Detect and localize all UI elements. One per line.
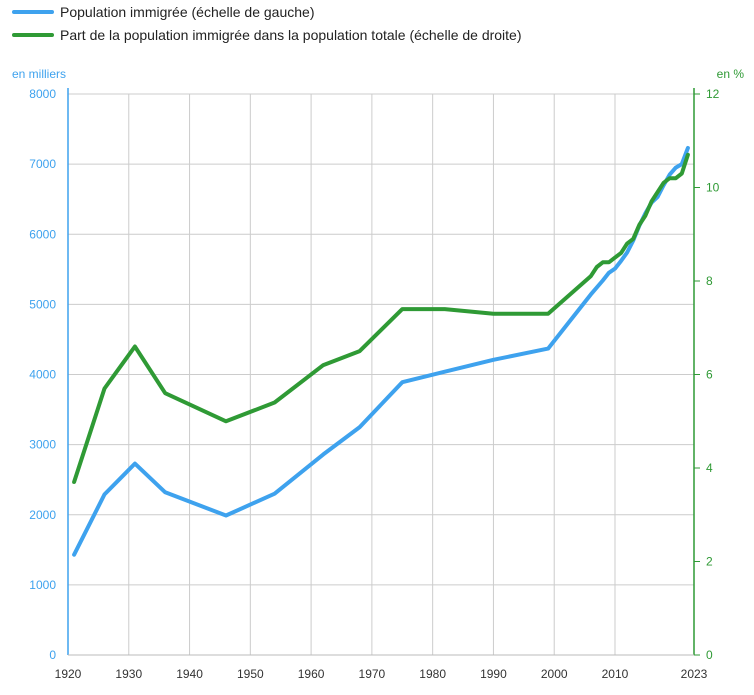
grid-layer — [67, 93, 695, 656]
y-right-tick-label: 8 — [706, 274, 713, 288]
x-tick-label: 1970 — [359, 667, 386, 681]
legend-label-right-series: Part de la population immigrée dans la p… — [60, 27, 522, 43]
y-left-tick-label: 3000 — [29, 438, 56, 452]
y-left-tick-label: 1000 — [29, 578, 56, 592]
y-axis-right-title: en % — [717, 67, 745, 81]
x-tick-label: 1930 — [115, 667, 142, 681]
legend: Population immigrée (échelle de gauche) … — [12, 4, 522, 43]
x-tick-label: 2000 — [541, 667, 568, 681]
y-right-tick-label: 10 — [706, 181, 720, 195]
legend-entry-left[interactable]: Population immigrée (échelle de gauche) — [12, 4, 314, 20]
y-left-tick-label: 6000 — [29, 227, 56, 241]
x-tick-label: 1990 — [480, 667, 507, 681]
y-left-tick-label: 2000 — [29, 508, 56, 522]
x-tick-label: 1960 — [298, 667, 325, 681]
y-right-tick-label: 6 — [706, 368, 713, 382]
legend-entry-right[interactable]: Part de la population immigrée dans la p… — [12, 27, 522, 43]
x-tick-label: 1980 — [419, 667, 446, 681]
series-line-left — [72, 146, 690, 557]
x-tick-label: 2010 — [602, 667, 629, 681]
y-left-tick-label: 0 — [49, 648, 56, 662]
series-layer — [72, 146, 690, 557]
series-line-right — [72, 152, 690, 484]
y-left-tick-label: 4000 — [29, 368, 56, 382]
y-right-tick-label: 0 — [706, 648, 713, 662]
x-tick-label: 1920 — [55, 667, 82, 681]
x-tick-label: 2023 — [681, 667, 708, 681]
x-tick-label: 1950 — [237, 667, 264, 681]
y-right-tick-label: 12 — [706, 87, 720, 101]
y-left-tick-label: 5000 — [29, 297, 56, 311]
axes-layer: 0 1000 2000 3000 4000 5000 6000 7000 8000 1920 193… — [29, 87, 719, 681]
y-axis-left-title: en milliers — [12, 67, 66, 81]
x-tick-label: 1940 — [176, 667, 203, 681]
y-right-tick-label: 2 — [706, 555, 713, 569]
legend-label-left-series: Population immigrée (échelle de gauche) — [60, 4, 314, 20]
y-left-tick-label: 8000 — [29, 87, 56, 101]
y-left-tick-label: 7000 — [29, 157, 56, 171]
y-right-tick-label: 4 — [706, 461, 713, 475]
